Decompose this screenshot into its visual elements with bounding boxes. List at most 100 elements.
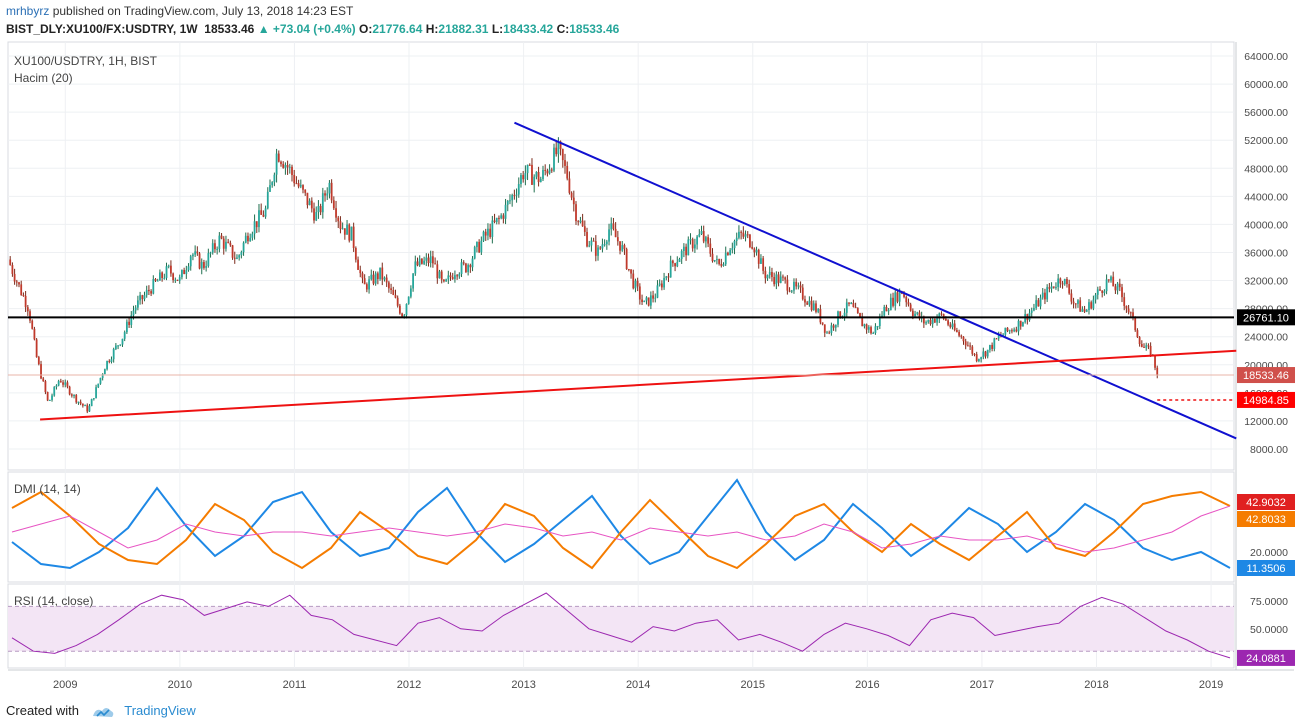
candle: [79, 401, 82, 404]
candle: [940, 313, 943, 315]
candle: [601, 244, 604, 249]
candle: [465, 263, 467, 273]
candle: [881, 315, 883, 317]
candle: [1002, 334, 1005, 336]
candle: [973, 353, 976, 355]
candle: [495, 217, 498, 222]
candle: [31, 320, 34, 329]
candle: [938, 313, 941, 319]
candle: [187, 266, 190, 271]
candle: [185, 270, 188, 275]
candle: [218, 235, 221, 249]
candle: [255, 221, 258, 228]
candle: [528, 164, 531, 166]
candle: [887, 310, 890, 312]
candle: [685, 246, 687, 256]
candle: [18, 282, 20, 285]
change-value: +73.04 (+0.4%): [272, 22, 356, 36]
candle: [460, 262, 463, 275]
candle: [418, 258, 421, 266]
candle: [97, 383, 100, 388]
candle: [614, 228, 617, 238]
candle: [1039, 297, 1042, 307]
dmi-line-plusdi: [11, 478, 1231, 570]
candle: [625, 249, 628, 270]
candle: [522, 175, 525, 180]
tradingview-brand-link[interactable]: TradingView: [124, 703, 196, 718]
candle: [676, 261, 679, 267]
candle: [174, 279, 177, 281]
candle: [238, 255, 241, 258]
candle: [819, 308, 822, 323]
candle: [927, 319, 930, 323]
candle: [26, 307, 29, 312]
dmi-plus-tag: [1237, 560, 1295, 576]
candle: [319, 206, 322, 213]
candle: [293, 175, 296, 184]
rsi-tick-label: 50.0000: [1250, 624, 1288, 636]
candle: [911, 310, 914, 317]
candle: [744, 234, 747, 237]
candle: [867, 327, 870, 330]
candle: [57, 381, 60, 386]
candle: [357, 259, 359, 270]
candle: [203, 262, 205, 268]
candle: [282, 163, 285, 168]
candle: [991, 345, 994, 349]
candle: [958, 331, 960, 336]
candle: [280, 161, 282, 164]
candle: [859, 313, 861, 318]
candle: [971, 346, 974, 354]
candle: [295, 183, 298, 185]
candle: [663, 277, 665, 288]
candle: [795, 281, 798, 287]
candle: [1118, 283, 1121, 288]
candle: [1132, 312, 1134, 317]
candle: [1099, 289, 1101, 291]
price-pane[interactable]: [7, 41, 1235, 471]
candle: [658, 283, 661, 286]
candle: [652, 295, 654, 299]
dmi-adx-label: 42.8033: [1246, 514, 1286, 526]
candle: [581, 220, 584, 227]
candle: [874, 326, 877, 333]
candle: [995, 338, 998, 340]
candle: [150, 291, 153, 294]
candle: [550, 169, 553, 171]
candle: [729, 250, 732, 256]
red-uptrend-trendline[interactable]: [40, 349, 1237, 421]
candle: [586, 231, 588, 247]
candle: [304, 189, 307, 193]
time-tick-label: 2011: [283, 679, 307, 691]
price-tick-label: 32000.00: [1244, 276, 1288, 288]
candle: [368, 279, 370, 290]
candle: [852, 302, 855, 307]
blue-downtrend-trendline[interactable]: [514, 121, 1237, 440]
candle: [989, 345, 991, 350]
candle: [121, 338, 124, 345]
candle: [1015, 329, 1018, 332]
low-value: 18433.42: [503, 22, 554, 36]
candle: [321, 193, 324, 213]
candle: [95, 387, 97, 399]
publisher-name[interactable]: mrhbyrz: [6, 4, 50, 18]
candle: [826, 332, 828, 334]
candle: [242, 242, 245, 253]
candle: [251, 233, 254, 238]
candle: [619, 241, 621, 251]
candle: [269, 185, 271, 192]
candle: [727, 252, 729, 256]
candle: [247, 235, 249, 242]
candle: [746, 234, 749, 236]
candle: [700, 231, 703, 235]
candle: [762, 258, 765, 271]
candle: [412, 273, 414, 289]
candle: [20, 284, 23, 295]
candle: [1070, 293, 1073, 302]
price-tick-label: 44000.00: [1244, 191, 1288, 203]
candle: [363, 278, 366, 285]
price-tick-label: 36000.00: [1244, 247, 1288, 259]
dmi-pane[interactable]: [7, 471, 1235, 583]
candle: [623, 245, 626, 250]
